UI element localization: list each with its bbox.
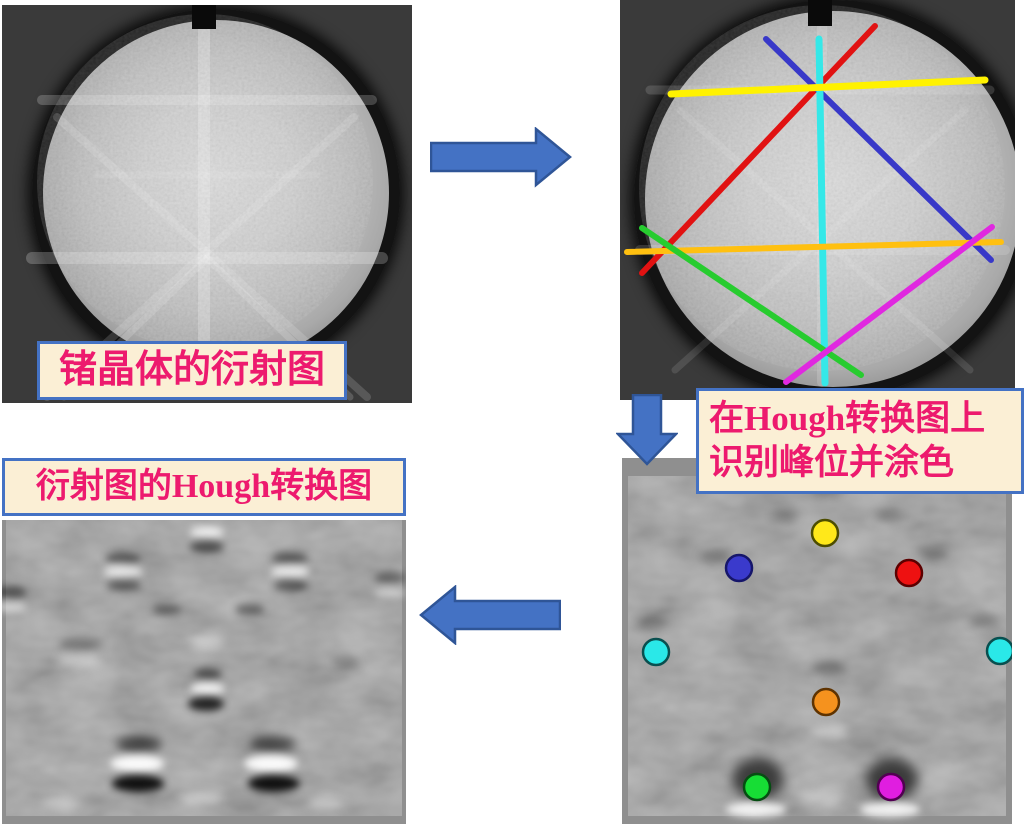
hough-blob	[107, 580, 141, 591]
peak-blue	[724, 553, 754, 583]
hough-blob	[874, 510, 902, 521]
hough-blob	[374, 588, 406, 598]
hough-blob	[248, 775, 300, 792]
hough-blob	[188, 697, 224, 711]
hough-blob	[726, 802, 786, 817]
hough-blob	[116, 736, 162, 752]
hough-blob	[808, 726, 848, 738]
hough-blob	[700, 550, 732, 562]
hough-blob	[772, 510, 800, 521]
hough-blob	[152, 604, 182, 615]
hough-blob	[103, 565, 143, 578]
hough-blob	[918, 548, 948, 560]
film-grain-overlay	[37, 14, 373, 350]
hough-blob	[274, 580, 308, 591]
hough-blob	[860, 802, 920, 817]
band-magenta	[783, 224, 995, 385]
hough-blob	[105, 552, 141, 564]
band-red	[639, 23, 878, 276]
down-arrow-icon	[616, 394, 678, 466]
hough-blob	[188, 636, 224, 648]
hough-transform-with-peaks-image	[622, 458, 1012, 824]
hough-blob	[332, 658, 360, 668]
hough-blob	[270, 565, 310, 578]
caption-hough-annotation: 在Hough转换图上 识别峰位并涂色	[696, 388, 1024, 494]
caption-text-line2: 识别峰位并涂色	[709, 443, 955, 482]
peak-red	[894, 558, 924, 588]
hough-blob	[2, 586, 26, 598]
band-cyan	[815, 35, 829, 387]
diffraction-pattern-with-bands-image	[620, 0, 1015, 400]
hough-blob	[374, 572, 406, 583]
caption-diffraction-pattern: 锗晶体的衍射图	[37, 341, 347, 400]
peak-green	[742, 772, 772, 802]
hough-blob	[194, 668, 222, 680]
hough-blob	[180, 792, 222, 804]
hough-blob	[968, 614, 998, 626]
right-arrow-icon	[430, 127, 572, 188]
hough-blob	[112, 775, 164, 792]
peak-yellow	[810, 518, 840, 548]
caption-text-line1: 在Hough转换图上	[709, 399, 986, 439]
hough-blob	[308, 798, 346, 808]
hough-blob	[2, 602, 26, 612]
hough-blob	[58, 653, 100, 665]
caption-hough-transform: 衍射图的Hough转换图	[2, 458, 406, 516]
band-orange	[624, 239, 1004, 255]
hough-blob	[638, 616, 668, 628]
hough-blob	[190, 541, 224, 553]
band-yellow	[667, 76, 989, 98]
peak-cyan-right	[985, 636, 1012, 666]
hough-blob	[812, 662, 844, 674]
hough-blob	[190, 526, 224, 538]
hough-blob	[110, 755, 164, 772]
hough-blob	[235, 604, 265, 615]
hough-blob	[60, 638, 102, 652]
hough-blob	[244, 755, 298, 772]
detected-bands-overlay	[624, 23, 1004, 387]
screen-notch	[808, 0, 832, 26]
caption-text: 衍射图的Hough转换图	[35, 467, 373, 505]
hough-blob	[190, 682, 224, 695]
detected-peaks-overlay	[641, 518, 1012, 802]
hough-blob	[40, 798, 78, 808]
caption-text: 锗晶体的衍射图	[58, 348, 325, 391]
hough-blob	[798, 788, 842, 808]
peak-cyan-left	[641, 637, 671, 667]
screen-notch	[192, 5, 216, 29]
peak-magenta	[876, 772, 906, 802]
band-blue	[763, 36, 994, 263]
peak-orange	[811, 687, 841, 717]
left-arrow-icon	[419, 585, 561, 645]
hough-blob	[250, 736, 296, 752]
hough-blob	[272, 552, 308, 564]
hough-transform-image	[2, 520, 406, 824]
